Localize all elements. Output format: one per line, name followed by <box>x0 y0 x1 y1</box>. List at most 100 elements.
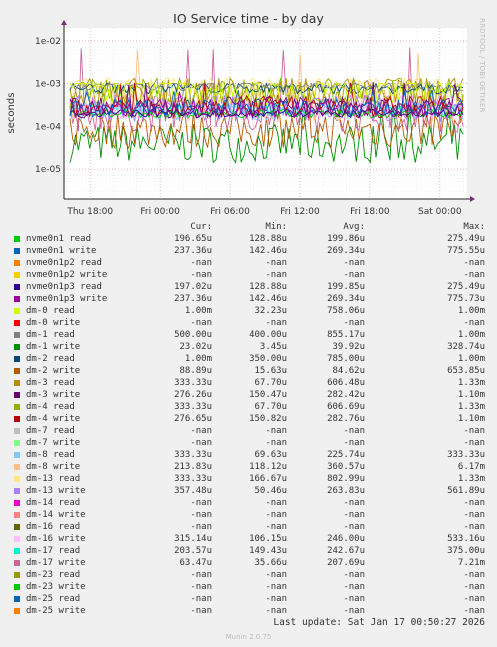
legend-avg: 225.74u <box>327 450 365 460</box>
legend-avg: 263.83u <box>327 486 365 496</box>
legend-avg: -nan <box>343 510 365 520</box>
legend-row: dm-7 write -nan -nan -nan -nan <box>0 437 497 449</box>
legend-swatch <box>14 428 20 434</box>
col-min-header: Min: <box>265 222 287 232</box>
legend-row: dm-13 write 357.48u 50.46u 263.83u 561.89u <box>0 485 497 497</box>
legend-cur: -nan <box>190 570 212 580</box>
legend-row: nvme0n1p2 read -nan -nan -nan -nan <box>0 257 497 269</box>
legend-avg: -nan <box>343 594 365 604</box>
legend-cur: 88.89u <box>179 366 212 376</box>
legend-avg: 606.69u <box>327 402 365 412</box>
legend-swatch <box>14 512 20 518</box>
legend-avg: 855.17u <box>327 330 365 340</box>
legend-swatch <box>14 596 20 602</box>
legend-min: 67.70u <box>254 378 287 388</box>
legend-cur: 213.83u <box>174 462 212 472</box>
legend-avg: -nan <box>343 582 365 592</box>
legend-swatch <box>14 548 20 554</box>
legend-cur: -nan <box>190 522 212 532</box>
legend-cur: 357.48u <box>174 486 212 496</box>
legend-swatch <box>14 296 20 302</box>
legend-max: -nan <box>463 426 485 436</box>
legend-avg: 269.34u <box>327 294 365 304</box>
legend-max: 328.74u <box>447 342 485 352</box>
legend-max: -nan <box>463 594 485 604</box>
legend-avg: 802.99u <box>327 474 365 484</box>
legend-row: dm-14 read -nan -nan -nan -nan <box>0 497 497 509</box>
legend-name: nvme0n1 read <box>26 234 92 244</box>
legend-name: dm-0 write <box>26 318 81 328</box>
legend-max: 775.73u <box>447 294 485 304</box>
axes: 1e-05 1e-04 1e-03 1e-02 Thu 18:00 Fri 00:00 Fr… <box>35 20 475 217</box>
legend-cur: 333.33u <box>174 450 212 460</box>
chart-area: 1e-05 1e-04 1e-03 1e-02 Thu 18:00 Fri 00:00 Fr… <box>6 20 475 217</box>
legend-swatch <box>14 488 20 494</box>
legend-cur: 203.57u <box>174 546 212 556</box>
last-update: Last update: Sat Jan 17 00:50:27 2026 <box>273 617 485 628</box>
legend-avg: 606.48u <box>327 378 365 388</box>
legend-swatch <box>14 440 20 446</box>
legend-swatch <box>14 584 20 590</box>
legend-max: -nan <box>463 510 485 520</box>
legend-cur: -nan <box>190 606 212 616</box>
legend-avg: -nan <box>343 426 365 436</box>
legend-min: 67.70u <box>254 402 287 412</box>
legend-row: nvme0n1p3 write 237.36u 142.46u 269.34u 775.… <box>0 293 497 305</box>
legend-max: 6.17m <box>457 462 485 472</box>
legend-avg: -nan <box>343 570 365 580</box>
legend-cur: 333.33u <box>174 378 212 388</box>
legend-avg: -nan <box>343 318 365 328</box>
legend-name: dm-2 write <box>26 366 81 376</box>
legend-row: dm-7 read -nan -nan -nan -nan <box>0 425 497 437</box>
legend-row: nvme0n1p3 read 197.02u 128.88u 199.85u 275.4… <box>0 281 497 293</box>
legend-row: dm-14 write -nan -nan -nan -nan <box>0 509 497 521</box>
legend-min: -nan <box>265 270 287 280</box>
legend-row: dm-1 write 23.02u 3.45u 39.92u 328.74u <box>0 341 497 353</box>
legend-min: 128.88u <box>249 282 287 292</box>
legend-avg: 207.69u <box>327 558 365 568</box>
legend-min: 142.46u <box>249 246 287 256</box>
legend-avg: 282.42u <box>327 390 365 400</box>
legend-min: -nan <box>265 510 287 520</box>
legend-swatch <box>14 356 20 362</box>
legend-row: dm-1 read 500.00u 400.00u 855.17u 1.00m <box>0 329 497 341</box>
legend-name: nvme0n1p3 read <box>26 282 102 292</box>
legend-row: dm-23 read -nan -nan -nan -nan <box>0 569 497 581</box>
chart-title: IO Service time - by day <box>173 11 324 26</box>
legend-cur: -nan <box>190 258 212 268</box>
legend-swatch <box>14 260 20 266</box>
legend-min: 106.15u <box>249 534 287 544</box>
legend-name: dm-13 read <box>26 474 81 484</box>
legend-min: 350.00u <box>249 354 287 364</box>
legend-min: 142.46u <box>249 294 287 304</box>
legend-row: dm-17 read 203.57u 149.43u 242.67u 375.00u <box>0 545 497 557</box>
legend-cur: 333.33u <box>174 474 212 484</box>
legend-min: -nan <box>265 258 287 268</box>
legend-swatch <box>14 308 20 314</box>
legend-row: dm-13 read 333.33u 166.67u 802.99u 1.33m <box>0 473 497 485</box>
legend-name: dm-1 write <box>26 342 81 352</box>
legend-max: -nan <box>463 606 485 616</box>
legend-avg: -nan <box>343 522 365 532</box>
legend-name: dm-17 write <box>26 558 86 568</box>
legend-name: dm-0 read <box>26 306 75 316</box>
legend-min: 15.63u <box>254 366 287 376</box>
legend-cur: 196.65u <box>174 234 212 244</box>
x-tick-label: Fri 06:00 <box>210 207 250 217</box>
legend-cur: 315.14u <box>174 534 212 544</box>
y-tick-label: 1e-05 <box>35 165 61 175</box>
legend-max: 333.33u <box>447 450 485 460</box>
legend-row: dm-25 write -nan -nan -nan -nan <box>0 605 497 617</box>
legend-avg: 785.00u <box>327 354 365 364</box>
legend-name: dm-3 read <box>26 378 75 388</box>
legend-max: -nan <box>463 570 485 580</box>
legend-swatch <box>14 608 20 614</box>
legend-swatch <box>14 524 20 530</box>
legend-min: 166.67u <box>249 474 287 484</box>
series-line <box>69 89 464 119</box>
legend-swatch <box>14 536 20 542</box>
legend-avg: 269.34u <box>327 246 365 256</box>
legend-swatch <box>14 380 20 386</box>
legend-swatch <box>14 572 20 578</box>
legend-name: dm-7 write <box>26 438 81 448</box>
